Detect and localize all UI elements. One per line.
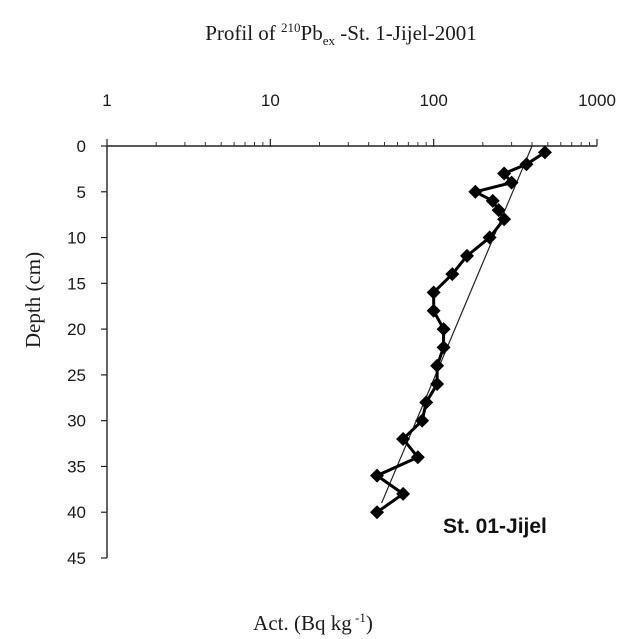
trend-line bbox=[381, 145, 533, 504]
y-tick-label: 20 bbox=[67, 320, 86, 339]
y-tick-label: 10 bbox=[67, 229, 86, 248]
axes bbox=[106, 145, 597, 558]
x-axis-title: Act. (Bq kg -1) bbox=[253, 610, 373, 635]
chart-title-element: Pb bbox=[301, 21, 323, 45]
y-tick-label: 45 bbox=[67, 549, 86, 568]
x-axis-title-superscript: -1 bbox=[352, 610, 366, 625]
x-axis-ticks: 1 10 100 1000 bbox=[102, 91, 616, 146]
data-point-marker bbox=[410, 450, 425, 465]
chart-title-subscript: ex bbox=[323, 33, 336, 48]
data-point-marker bbox=[468, 184, 483, 199]
y-tick-label: 15 bbox=[67, 274, 86, 293]
data-point-marker bbox=[504, 175, 519, 190]
y-axis-ticks: 0 5 10 15 20 25 30 35 40 45 bbox=[67, 137, 107, 568]
data-point-marker bbox=[415, 413, 430, 428]
y-axis-title: Depth (cm) bbox=[21, 252, 45, 348]
series-layer bbox=[370, 145, 552, 520]
y-tick-label: 30 bbox=[67, 412, 86, 431]
data-point-marker bbox=[485, 193, 500, 208]
y-tick-label: 35 bbox=[67, 457, 86, 476]
data-point-marker bbox=[445, 267, 460, 282]
data-point-marker bbox=[460, 248, 475, 263]
y-tick-label: 0 bbox=[77, 137, 86, 156]
data-point-marker bbox=[426, 285, 441, 300]
data-point-marker bbox=[370, 468, 385, 483]
x-tick-label: 1 bbox=[102, 91, 111, 110]
x-tick-label: 100 bbox=[419, 91, 447, 110]
chart-title-prefix: Profil of bbox=[205, 21, 281, 45]
data-point-marker bbox=[426, 303, 441, 318]
x-axis-title-close: ) bbox=[366, 611, 373, 635]
data-point-marker bbox=[436, 322, 451, 337]
data-point-marker bbox=[436, 340, 451, 355]
data-point-marker bbox=[430, 377, 445, 392]
data-point-marker bbox=[396, 431, 411, 446]
y-tick-label: 25 bbox=[67, 366, 86, 385]
chart-title-suffix: -St. 1-Jijel-2001 bbox=[335, 21, 477, 45]
data-point-marker bbox=[497, 212, 512, 227]
y-tick-label: 5 bbox=[77, 183, 86, 202]
data-point-marker bbox=[497, 166, 512, 181]
data-point-marker bbox=[537, 145, 552, 160]
y-tick-label: 40 bbox=[67, 503, 86, 522]
x-tick-label: 10 bbox=[261, 91, 280, 110]
profile-line bbox=[375, 151, 546, 514]
chart-title-superscript: 210 bbox=[281, 20, 301, 35]
data-point-marker bbox=[491, 203, 506, 218]
data-point-marker bbox=[419, 395, 434, 410]
data-point-marker bbox=[396, 486, 411, 501]
x-tick-label: 1000 bbox=[578, 91, 616, 110]
data-point-marker bbox=[370, 505, 385, 520]
chart-title: Profil of 210Pbex -St. 1-Jijel-2001 bbox=[205, 20, 477, 48]
series-annotation: St. 01-Jijel bbox=[443, 515, 547, 538]
x-axis-title-text: Act. (Bq kg bbox=[253, 611, 352, 635]
data-point-marker bbox=[430, 358, 445, 373]
data-point-marker bbox=[519, 157, 534, 172]
data-point-marker bbox=[482, 230, 497, 245]
